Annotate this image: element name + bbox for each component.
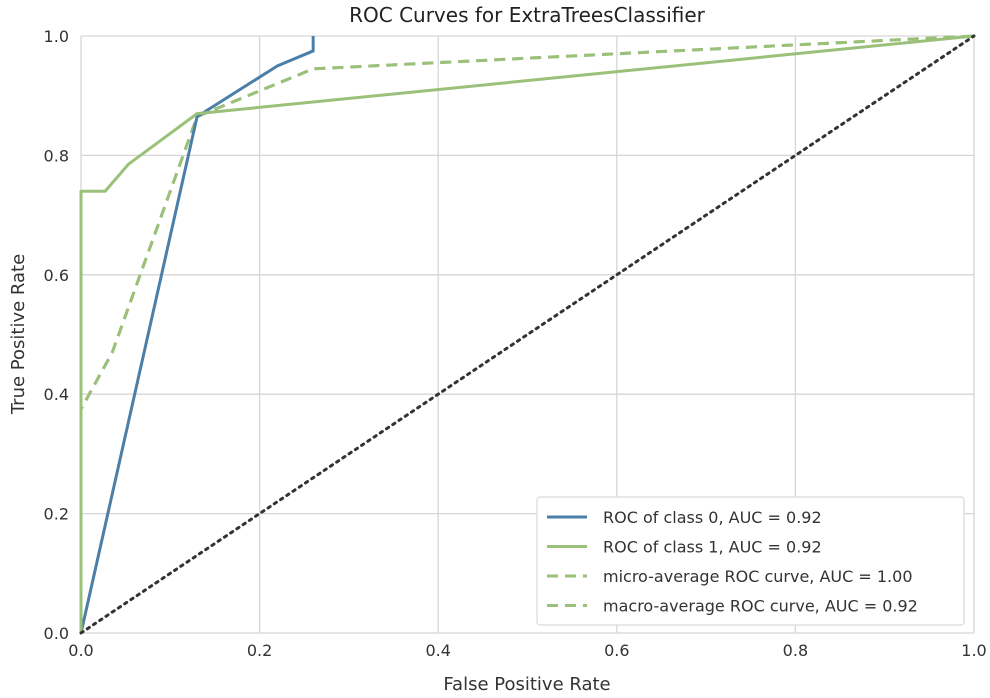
x-tick-label: 0.8 xyxy=(783,641,808,660)
x-tick-label: 0.0 xyxy=(68,641,93,660)
x-tick-labels: 0.0 0.2 0.4 0.6 0.8 1.0 xyxy=(68,641,986,660)
plot-area xyxy=(79,34,976,635)
series-layer xyxy=(79,34,976,635)
x-axis-label: False Positive Rate xyxy=(443,674,610,695)
y-axis-label: True Positive Rate xyxy=(8,254,29,415)
x-tick-label: 0.2 xyxy=(247,641,272,660)
series-line-0 xyxy=(79,36,315,634)
series-line-1 xyxy=(79,34,975,633)
legend-box xyxy=(536,496,965,626)
y-tick-label: 0.6 xyxy=(44,266,69,285)
legend-entry-0: ROC of class 0, AUC = 0.92 xyxy=(603,508,822,527)
reference-diagonal-line xyxy=(79,34,976,635)
y-tick-labels: 0.0 0.2 0.4 0.6 0.8 1.0 xyxy=(44,27,69,643)
grid xyxy=(80,35,975,634)
legend-entry-3: macro-average ROC curve, AUC = 0.92 xyxy=(603,597,918,616)
x-tick-label: 1.0 xyxy=(961,641,986,660)
y-tick-label: 0.2 xyxy=(44,505,69,524)
legend-entry-1: ROC of class 1, AUC = 0.92 xyxy=(603,538,822,557)
y-tick-label: 0.4 xyxy=(44,385,69,404)
chart-title: ROC Curves for ExtraTreesClassifier xyxy=(349,3,706,27)
y-tick-label: 1.0 xyxy=(44,27,69,46)
legend: ROC of class 0, AUC = 0.92 ROC of class 1… xyxy=(536,496,965,626)
legend-entry-2: micro-average ROC curve, AUC = 1.00 xyxy=(603,567,913,586)
x-tick-label: 0.4 xyxy=(425,641,450,660)
y-tick-label: 0.0 xyxy=(44,624,69,643)
y-tick-label: 0.8 xyxy=(44,146,69,165)
x-tick-label: 0.6 xyxy=(604,641,629,660)
